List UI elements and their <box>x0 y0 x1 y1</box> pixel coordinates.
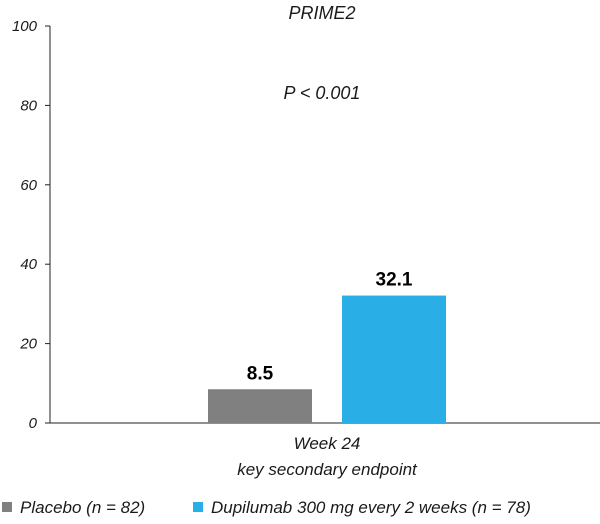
p-value-annotation: P < 0.001 <box>284 83 361 103</box>
legend-swatch-dupilumab <box>193 502 203 512</box>
y-axis: 0 20 40 60 80 100 <box>12 18 50 432</box>
data-label-dupilumab: 32.1 <box>376 270 413 291</box>
y-tick-label: 60 <box>20 177 37 194</box>
bar-placebo <box>208 389 312 423</box>
bars <box>208 295 446 423</box>
category-label-endpoint: key secondary endpoint <box>237 460 418 479</box>
legend-label-placebo: Placebo (n = 82) <box>20 498 145 517</box>
y-tick-label: 100 <box>12 18 38 35</box>
data-labels: 8.5 32.1 <box>247 270 413 385</box>
y-tick-label: 40 <box>20 256 37 273</box>
bar-dupilumab <box>342 295 446 423</box>
legend-swatch-placebo <box>2 502 12 512</box>
y-tick-label: 80 <box>20 97 37 114</box>
chart-title: PRIME2 <box>288 3 355 23</box>
category-label-week: Week 24 <box>294 434 361 453</box>
legend: Placebo (n = 82) Dupilumab 300 mg every … <box>2 498 531 517</box>
legend-label-dupilumab: Dupilumab 300 mg every 2 weeks (n = 78) <box>211 498 531 517</box>
y-tick-label: 20 <box>19 336 37 353</box>
y-tick-label: 0 <box>29 415 38 432</box>
data-label-placebo: 8.5 <box>247 363 274 384</box>
